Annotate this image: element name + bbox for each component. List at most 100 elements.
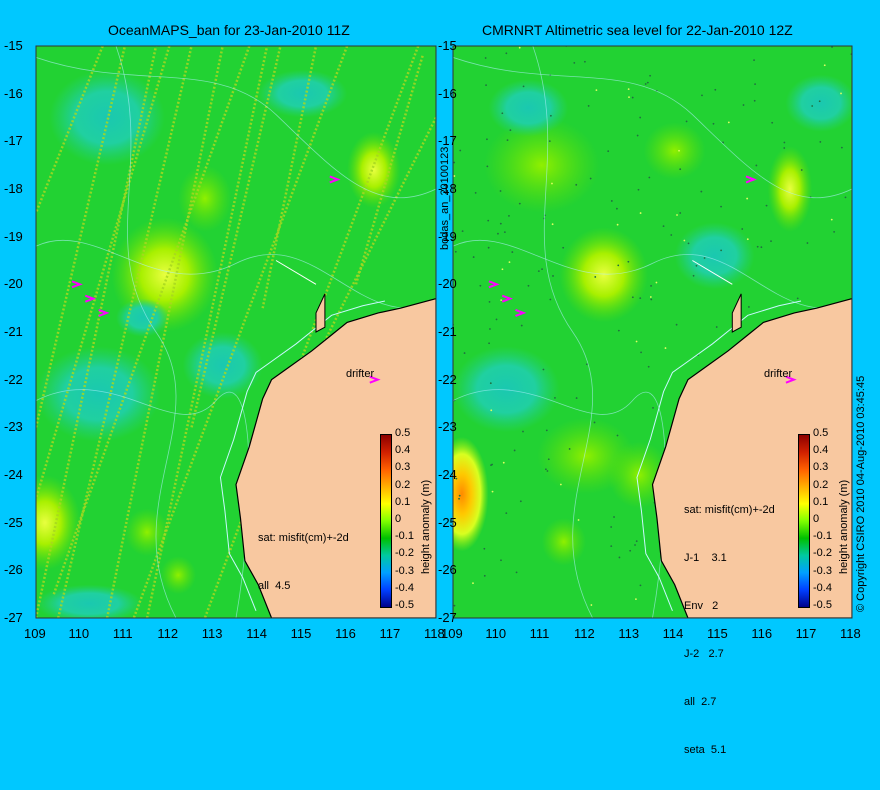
observation-dot [756,245,759,248]
observation-dot [610,200,613,202]
observation-dot [742,104,745,106]
observation-dot [489,328,491,330]
satellite-track [52,46,251,595]
y-tick-label: -22 [438,371,457,387]
observation-dot [584,60,586,63]
observation-dot [639,116,642,119]
observation-dot [701,94,703,97]
anomaly-blob [643,122,706,180]
island [315,293,326,333]
y-tick-label: -20 [438,276,457,292]
copyright-label: © Copyright CSIRO 2010 04-Aug-2010 03:45… [855,375,867,612]
observation-dot [755,164,758,167]
colorbar-tick-label: 0.3 [813,461,829,474]
observation-dot [519,500,522,503]
x-tick-label: 115 [290,626,312,641]
observation-dot [577,519,580,521]
observation-dot [783,147,786,149]
y-tick-label: -23 [4,419,23,435]
drifter-arrow [98,308,110,317]
observation-dot [685,120,688,123]
observation-dot [593,421,596,424]
observation-dot [635,340,638,343]
anomaly-blob [674,222,755,290]
observation-dot [463,352,466,354]
map-canvas [35,45,853,619]
anomaly-blob [36,475,81,571]
observation-dot [491,490,494,493]
colorbar-tick-label: -0.5 [395,599,414,611]
y-tick-label: -18 [4,181,23,196]
y-tick-label: -18 [438,181,457,196]
anomaly-blob [36,584,143,618]
satellite-track [36,46,104,214]
observation-dot [518,46,521,49]
x-tick-label: 112 [574,626,595,641]
satellite-track [105,46,224,618]
contour-line [453,57,852,199]
observation-dot [618,556,621,559]
x-tick-label: 111 [112,626,133,641]
observation-dot [461,230,464,233]
observation-dot [486,165,489,168]
observation-dot [610,526,613,528]
right-stats-line: sat: misfit(cm)+-2d [684,504,775,516]
observation-dot [485,84,487,87]
satellite-track [36,46,127,428]
observation-dot [613,516,615,518]
colorbar-tick-label: -0.4 [395,581,414,594]
observation-dot [472,582,474,585]
anomaly-blob [541,517,586,566]
observation-dot [631,96,634,99]
observation-dot [501,268,504,271]
colorbar-tick-label: -0.3 [395,564,414,577]
observation-dot [595,89,598,92]
y-tick-label: -23 [438,419,457,435]
observation-dot [586,363,588,366]
observation-dot [488,342,490,345]
observation-dot [505,512,508,515]
observation-dot [491,463,494,466]
observation-dot [508,261,511,263]
observation-dot [554,397,556,399]
y-tick-label: -26 [4,562,23,578]
observation-dot [644,83,647,85]
map-frame [35,45,437,619]
satellite-track [261,46,318,309]
y-tick-label: -26 [438,562,457,578]
y-tick-label: -24 [4,467,23,482]
colorbar-label-right: height anomaly (m) [838,479,850,574]
observation-dot [662,225,665,228]
observation-dot [692,274,695,277]
observation-dot [637,188,640,191]
observation-dot [483,574,486,577]
observation-dot [458,494,461,497]
observation-dot [700,190,703,193]
observation-dot [840,92,842,95]
observation-dot [714,88,717,91]
satellite-track [132,46,349,618]
observation-dot [818,100,821,103]
observation-dot [806,242,809,244]
observation-dot [617,329,620,332]
anomaly-blob [453,436,489,552]
observation-dot [568,448,571,450]
observation-dot [616,223,619,226]
observation-dot [650,285,652,287]
colorbar [380,434,392,608]
right-stats-line: J-2 2.7 [684,648,724,660]
observation-dot [589,177,592,180]
observation-dot [522,85,525,88]
observation-dot [754,83,756,86]
drifter-arrow [84,294,97,303]
observation-dot [503,231,506,234]
colorbar-tick-label: 0.5 [395,427,411,439]
observation-dot [506,139,509,142]
left-stats-line: sat: misfit(cm)+-2d [258,532,349,544]
colorbar-tick-label: -0.3 [813,564,832,577]
observation-dot [830,218,833,221]
right-map-title: CMRNRT Altimetric sea level for 22-Jan-2… [482,22,793,38]
observation-dot [823,64,826,67]
observation-dot [453,175,456,177]
observation-dot [747,306,750,308]
